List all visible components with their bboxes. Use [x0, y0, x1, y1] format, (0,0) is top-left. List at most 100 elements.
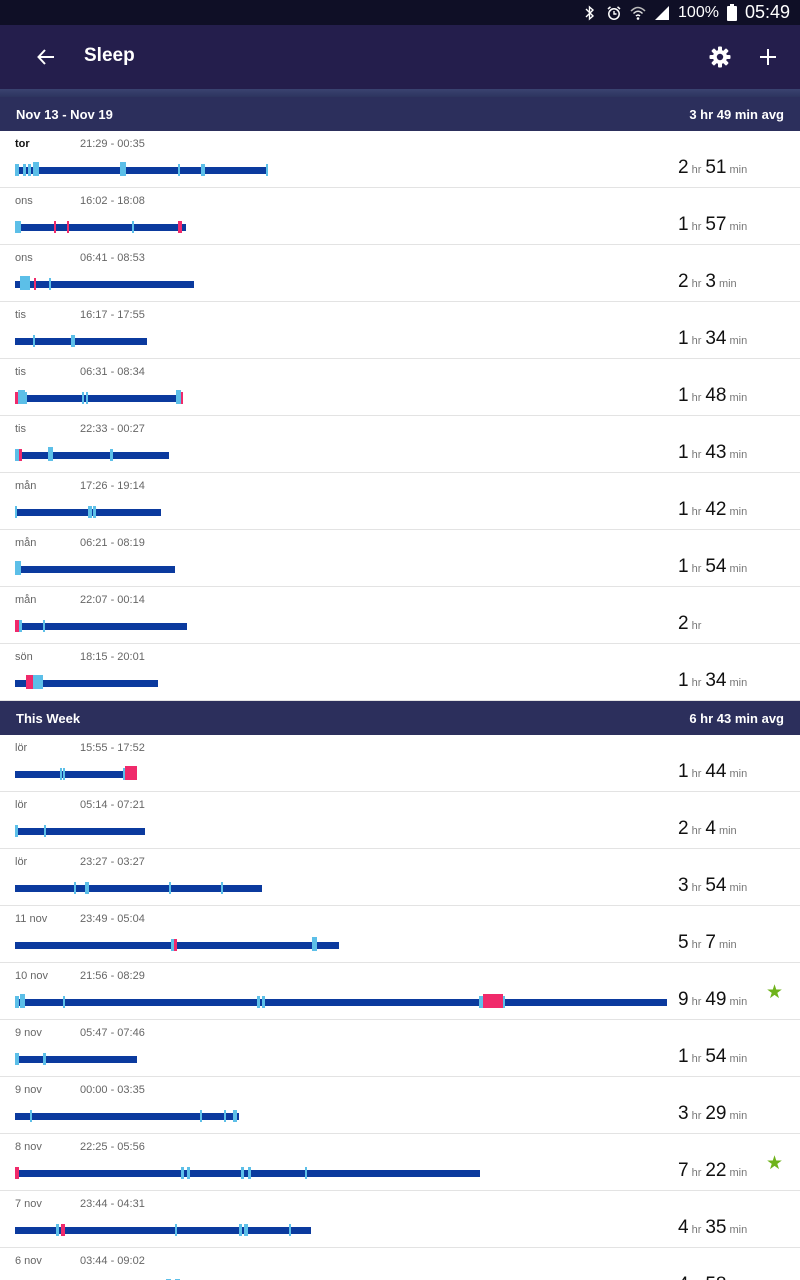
sleep-log-row[interactable]: 9 nov 05:47 - 07:46 1 hr 54 min: [0, 1020, 800, 1077]
sleep-duration: 3 hr 54 min: [678, 875, 751, 897]
duration-hours-unit: hr: [691, 825, 702, 837]
sleep-bar-restless: [171, 939, 174, 951]
duration-minutes: 42: [705, 499, 727, 520]
sleep-log-row[interactable]: 10 nov 21:56 - 08:29 9 hr 49 min ★: [0, 963, 800, 1020]
sleep-day-label: 8 nov: [15, 1141, 42, 1153]
duration-minutes-unit: min: [729, 882, 748, 894]
duration-hours: 1: [678, 328, 689, 349]
sleep-bar-restless: [93, 506, 96, 518]
sleep-duration: 4 hr 35 min: [678, 1217, 751, 1239]
week-section: Nov 13 - Nov 19 3 hr 49 min avg tor 21:2…: [0, 97, 800, 701]
sleep-time-range: 05:47 - 07:46: [80, 1027, 145, 1039]
sleep-bar-asleep: [15, 942, 339, 949]
sleep-pattern-bar: [15, 333, 147, 347]
sleep-time-range: 21:29 - 00:35: [80, 138, 145, 150]
sleep-bar-restless: [239, 1224, 242, 1236]
sleep-duration: 1 hr 48 min: [678, 385, 751, 407]
back-button[interactable]: [26, 37, 66, 77]
duration-hours-unit: hr: [691, 449, 702, 461]
sleep-pattern-bar: [15, 162, 268, 176]
sleep-bar-restless: [86, 392, 88, 404]
sleep-day-label: mån: [15, 480, 37, 492]
sleep-bar-asleep: [15, 885, 262, 892]
sleep-log-row[interactable]: lör 15:55 - 17:52 1 hr 44 min: [0, 735, 800, 792]
sleep-time-range: 23:27 - 03:27: [80, 856, 145, 868]
sleep-log-row[interactable]: ons 06:41 - 08:53 2 hr 3 min: [0, 245, 800, 302]
sleep-duration: 1 hr 42 min: [678, 499, 751, 521]
sleep-log-list[interactable]: Nov 13 - Nov 19 3 hr 49 min avg tor 21:2…: [0, 97, 800, 1280]
sleep-log-row[interactable]: 11 nov 23:49 - 05:04 5 hr 7 min: [0, 906, 800, 963]
sleep-bar-restless: [63, 768, 65, 780]
sleep-pattern-bar: [15, 447, 169, 461]
sleep-day-label: 10 nov: [15, 970, 49, 982]
sleep-bar-restless: [224, 1110, 226, 1122]
sleep-bar-asleep: [15, 452, 169, 459]
sleep-bar-restless: [43, 1053, 46, 1065]
duration-hours-unit: hr: [691, 221, 702, 233]
duration-minutes-unit: min: [718, 825, 737, 837]
sleep-bar-restless: [181, 1167, 184, 1179]
sleep-duration: 1 hr 44 min: [678, 761, 751, 783]
sleep-log-row[interactable]: tis 06:31 - 08:34 1 hr 48 min: [0, 359, 800, 416]
duration-minutes: 58: [705, 1274, 726, 1280]
duration-minutes: 29: [705, 1103, 727, 1124]
sleep-bar-restless: [169, 882, 171, 894]
sleep-bar-restless: [44, 825, 46, 837]
sleep-day-label: 9 nov: [15, 1027, 42, 1039]
sleep-log-row[interactable]: mån 17:26 - 19:14 1 hr 42 min: [0, 473, 800, 530]
sleep-bar-restless: [56, 1224, 59, 1236]
duration-minutes: 35: [705, 1217, 727, 1238]
duration-minutes: 48: [705, 385, 727, 406]
sleep-log-row[interactable]: mån 06:21 - 08:19 1 hr 54 min: [0, 530, 800, 587]
duration-minutes-unit: min: [729, 1167, 748, 1179]
sleep-bar-restless: [187, 1167, 190, 1179]
sleep-log-row[interactable]: sön 18:15 - 20:01 1 hr 34 min: [0, 644, 800, 701]
sleep-log-row[interactable]: lör 23:27 - 03:27 3 hr 54 min: [0, 849, 800, 906]
sleep-day-label: tor: [15, 138, 30, 150]
sleep-log-row[interactable]: tis 16:17 - 17:55 1 hr 34 min: [0, 302, 800, 359]
sleep-bar-asleep: [15, 828, 145, 835]
sleep-time-range: 16:17 - 17:55: [80, 309, 145, 321]
sleep-bar-restless: [43, 620, 45, 632]
star-icon: ★: [766, 1153, 784, 1174]
sleep-log-row[interactable]: 8 nov 22:25 - 05:56 7 hr 22 min ★: [0, 1134, 800, 1191]
sleep-bar-restless: [178, 164, 180, 176]
sleep-bar-restless: [15, 1053, 19, 1065]
duration-hours-unit: hr: [691, 939, 702, 951]
settings-button[interactable]: [700, 37, 740, 77]
sleep-log-row[interactable]: ons 16:02 - 18:08 1 hr 57 min: [0, 188, 800, 245]
sleep-time-range: 18:15 - 20:01: [80, 651, 145, 663]
sleep-log-row[interactable]: tis 22:33 - 00:27 1 hr 43 min: [0, 416, 800, 473]
sleep-bar-restless: [48, 447, 53, 461]
duration-minutes-unit: min: [729, 1224, 748, 1236]
duration-hours: 1: [678, 499, 689, 520]
duration-hours: 1: [678, 214, 689, 235]
sleep-log-row[interactable]: 7 nov 23:44 - 04:31 4 hr 35 min: [0, 1191, 800, 1248]
alarm-icon: [607, 5, 621, 20]
sleep-time-range: 15:55 - 17:52: [80, 742, 145, 754]
add-button[interactable]: [748, 37, 788, 77]
sleep-bar-restless: [15, 449, 19, 461]
star-icon: ★: [766, 982, 784, 1003]
sleep-bar-restless: [244, 1224, 248, 1236]
sleep-duration: 3 hr 29 min: [678, 1103, 751, 1125]
sleep-log-row[interactable]: 6 nov 03:44 - 09:02 4hr58min: [0, 1248, 800, 1280]
sleep-log-row[interactable]: 9 nov 00:00 - 03:35 3 hr 29 min: [0, 1077, 800, 1134]
sleep-pattern-bar: [15, 1165, 480, 1179]
sleep-bar-restless: [15, 561, 21, 575]
sleep-day-label: lör: [15, 856, 28, 868]
sleep-pattern-bar: [15, 618, 187, 632]
sleep-bar-restless: [23, 164, 26, 176]
sleep-log-row[interactable]: lör 05:14 - 07:21 2 hr 4 min: [0, 792, 800, 849]
sleep-log-row[interactable]: mån 22:07 - 00:14 2hrmin: [0, 587, 800, 644]
sleep-log-row[interactable]: tor 21:29 - 00:35 2 hr 51 min: [0, 131, 800, 188]
sleep-bar-restless: [233, 1110, 237, 1122]
duration-minutes: 43: [705, 442, 727, 463]
sleep-pattern-bar: [15, 1051, 137, 1065]
sleep-duration: 5 hr 7 min: [678, 932, 741, 954]
sleep-bar-restless: [33, 162, 39, 176]
duration-minutes: 57: [705, 214, 727, 235]
status-bar: 100% 05:49: [0, 0, 800, 25]
gear-icon: [709, 46, 731, 68]
sleep-bar-restless: [71, 335, 75, 347]
